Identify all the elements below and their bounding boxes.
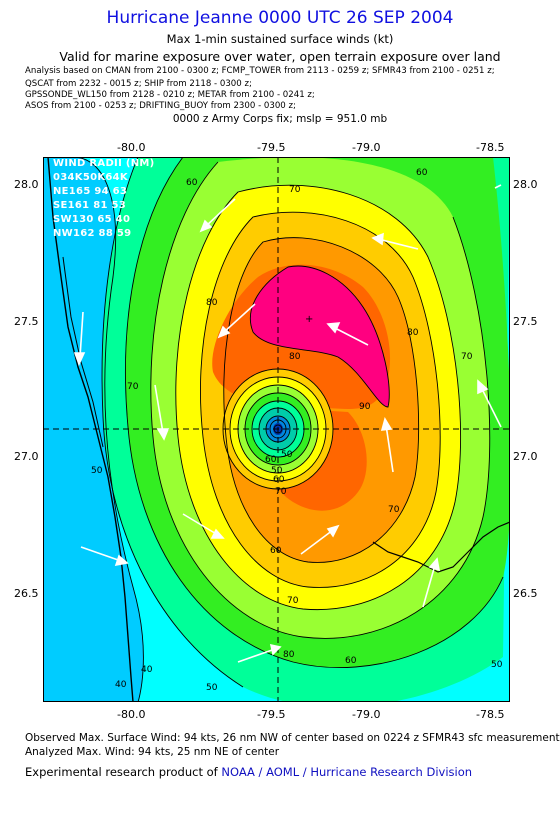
contour-label: 50 — [271, 466, 283, 476]
contour-label: 70 — [275, 487, 287, 497]
y-tick-label: 28.0 — [513, 178, 538, 191]
contour-label: 70 — [127, 382, 139, 392]
wind-vectors — [73, 184, 502, 663]
contour-label: 70 — [287, 596, 299, 606]
map-subtitle: Max 1-min sustained surface winds (kt) — [166, 32, 394, 46]
credit-org-link[interactable]: NOAA / AOML / Hurricane Research Divisio… — [221, 765, 473, 779]
observed-max-wind: Observed Max. Surface Wind: 94 kts, 26 n… — [25, 732, 560, 744]
x-tick-label: -78.5 — [476, 708, 505, 721]
contour-label: 50 — [281, 450, 293, 460]
contour-label: 80 — [289, 352, 301, 362]
x-tick-label: -79.5 — [257, 708, 286, 721]
credit-prefix: Experimental research product of — [25, 765, 218, 779]
analyzed-max-wind: Analyzed Max. Wind: 94 kts, 25 nm NE of … — [25, 746, 280, 758]
wind-field-map: + 60 70 80 90 80 70 60 50 — [43, 157, 510, 702]
contour-label: 70 — [388, 505, 400, 515]
contour-label: 40 — [115, 680, 127, 690]
y-tick-label: 28.0 — [14, 178, 39, 191]
x-tick-label: -79.0 — [352, 141, 381, 154]
contour-label: 60 — [345, 656, 357, 666]
contour-label: 80 — [206, 298, 218, 308]
contour-label: 50 — [491, 660, 503, 670]
contour-label: 60 — [270, 546, 282, 556]
wind-radii-row: NE165 94 63 — [53, 186, 128, 197]
contour-label: 60 — [273, 475, 285, 485]
contour-label: 50 — [91, 466, 103, 476]
map-frame — [43, 157, 510, 702]
wind-radii-row: SE161 81 53 — [53, 200, 127, 211]
contour-label: 80 — [283, 650, 295, 660]
x-tick-label: -78.5 — [476, 141, 505, 154]
bahamas-coast — [372, 521, 510, 573]
contour-label: 40 — [141, 665, 153, 675]
source-line: ASOS from 2100 - 0253 z; DRIFTING_BUOY f… — [25, 101, 296, 111]
credit-line: Experimental research product of NOAA / … — [25, 765, 472, 779]
contour-label: 80 — [407, 328, 419, 338]
y-tick-label: 26.5 — [14, 587, 39, 600]
fix-info: 0000 z Army Corps fix; mslp = 951.0 mb — [172, 113, 388, 125]
contour-label: 50 — [206, 683, 218, 693]
y-tick-label: 26.5 — [513, 587, 538, 600]
contour-label: 70 — [289, 185, 301, 195]
y-tick-label: 27.0 — [513, 450, 538, 463]
source-line: QSCAT from 2232 - 0015 z; SHIP from 2118… — [25, 79, 252, 89]
valid-statement: Valid for marine exposure over water, op… — [59, 49, 501, 64]
wind-radii-row: NW162 88 59 — [53, 228, 132, 239]
y-tick-label: 27.5 — [14, 315, 39, 328]
wind-radii-header: WIND RADII (NM) — [53, 158, 155, 169]
contour-value-labels: 60 70 80 90 80 70 60 50 50 60 70 80 60 7… — [91, 168, 503, 693]
contour-label: 60 — [416, 168, 428, 178]
contour-label: 60 — [186, 178, 198, 188]
source-line: GPSSONDE_WL150 from 2128 - 0210 z; METAR… — [25, 90, 315, 100]
y-tick-label: 27.0 — [14, 450, 39, 463]
source-line: Analysis based on CMAN from 2100 - 0300 … — [25, 66, 495, 76]
wind-radii-cols: 034K50K64K — [53, 172, 128, 183]
coastline-inner — [62, 256, 104, 448]
y-tick-label: 27.5 — [513, 315, 538, 328]
x-tick-label: -80.0 — [117, 141, 146, 154]
x-tick-label: -79.5 — [257, 141, 286, 154]
contour-label: 90 — [359, 402, 371, 412]
wind-radii-row: SW130 65 40 — [53, 214, 131, 225]
contour-label: 60 — [265, 455, 277, 465]
wind-radii-table: WIND RADII (NM) 034K50K64K NE165 94 63 S… — [53, 157, 155, 241]
x-tick-label: -79.0 — [352, 708, 381, 721]
map-title: Hurricane Jeanne 0000 UTC 26 SEP 2004 — [106, 8, 454, 28]
band-90 — [250, 266, 390, 407]
coastline — [47, 157, 134, 702]
contour-label: 70 — [461, 352, 473, 362]
max-wind-marker: + — [305, 314, 313, 325]
x-tick-label: -80.0 — [117, 708, 146, 721]
